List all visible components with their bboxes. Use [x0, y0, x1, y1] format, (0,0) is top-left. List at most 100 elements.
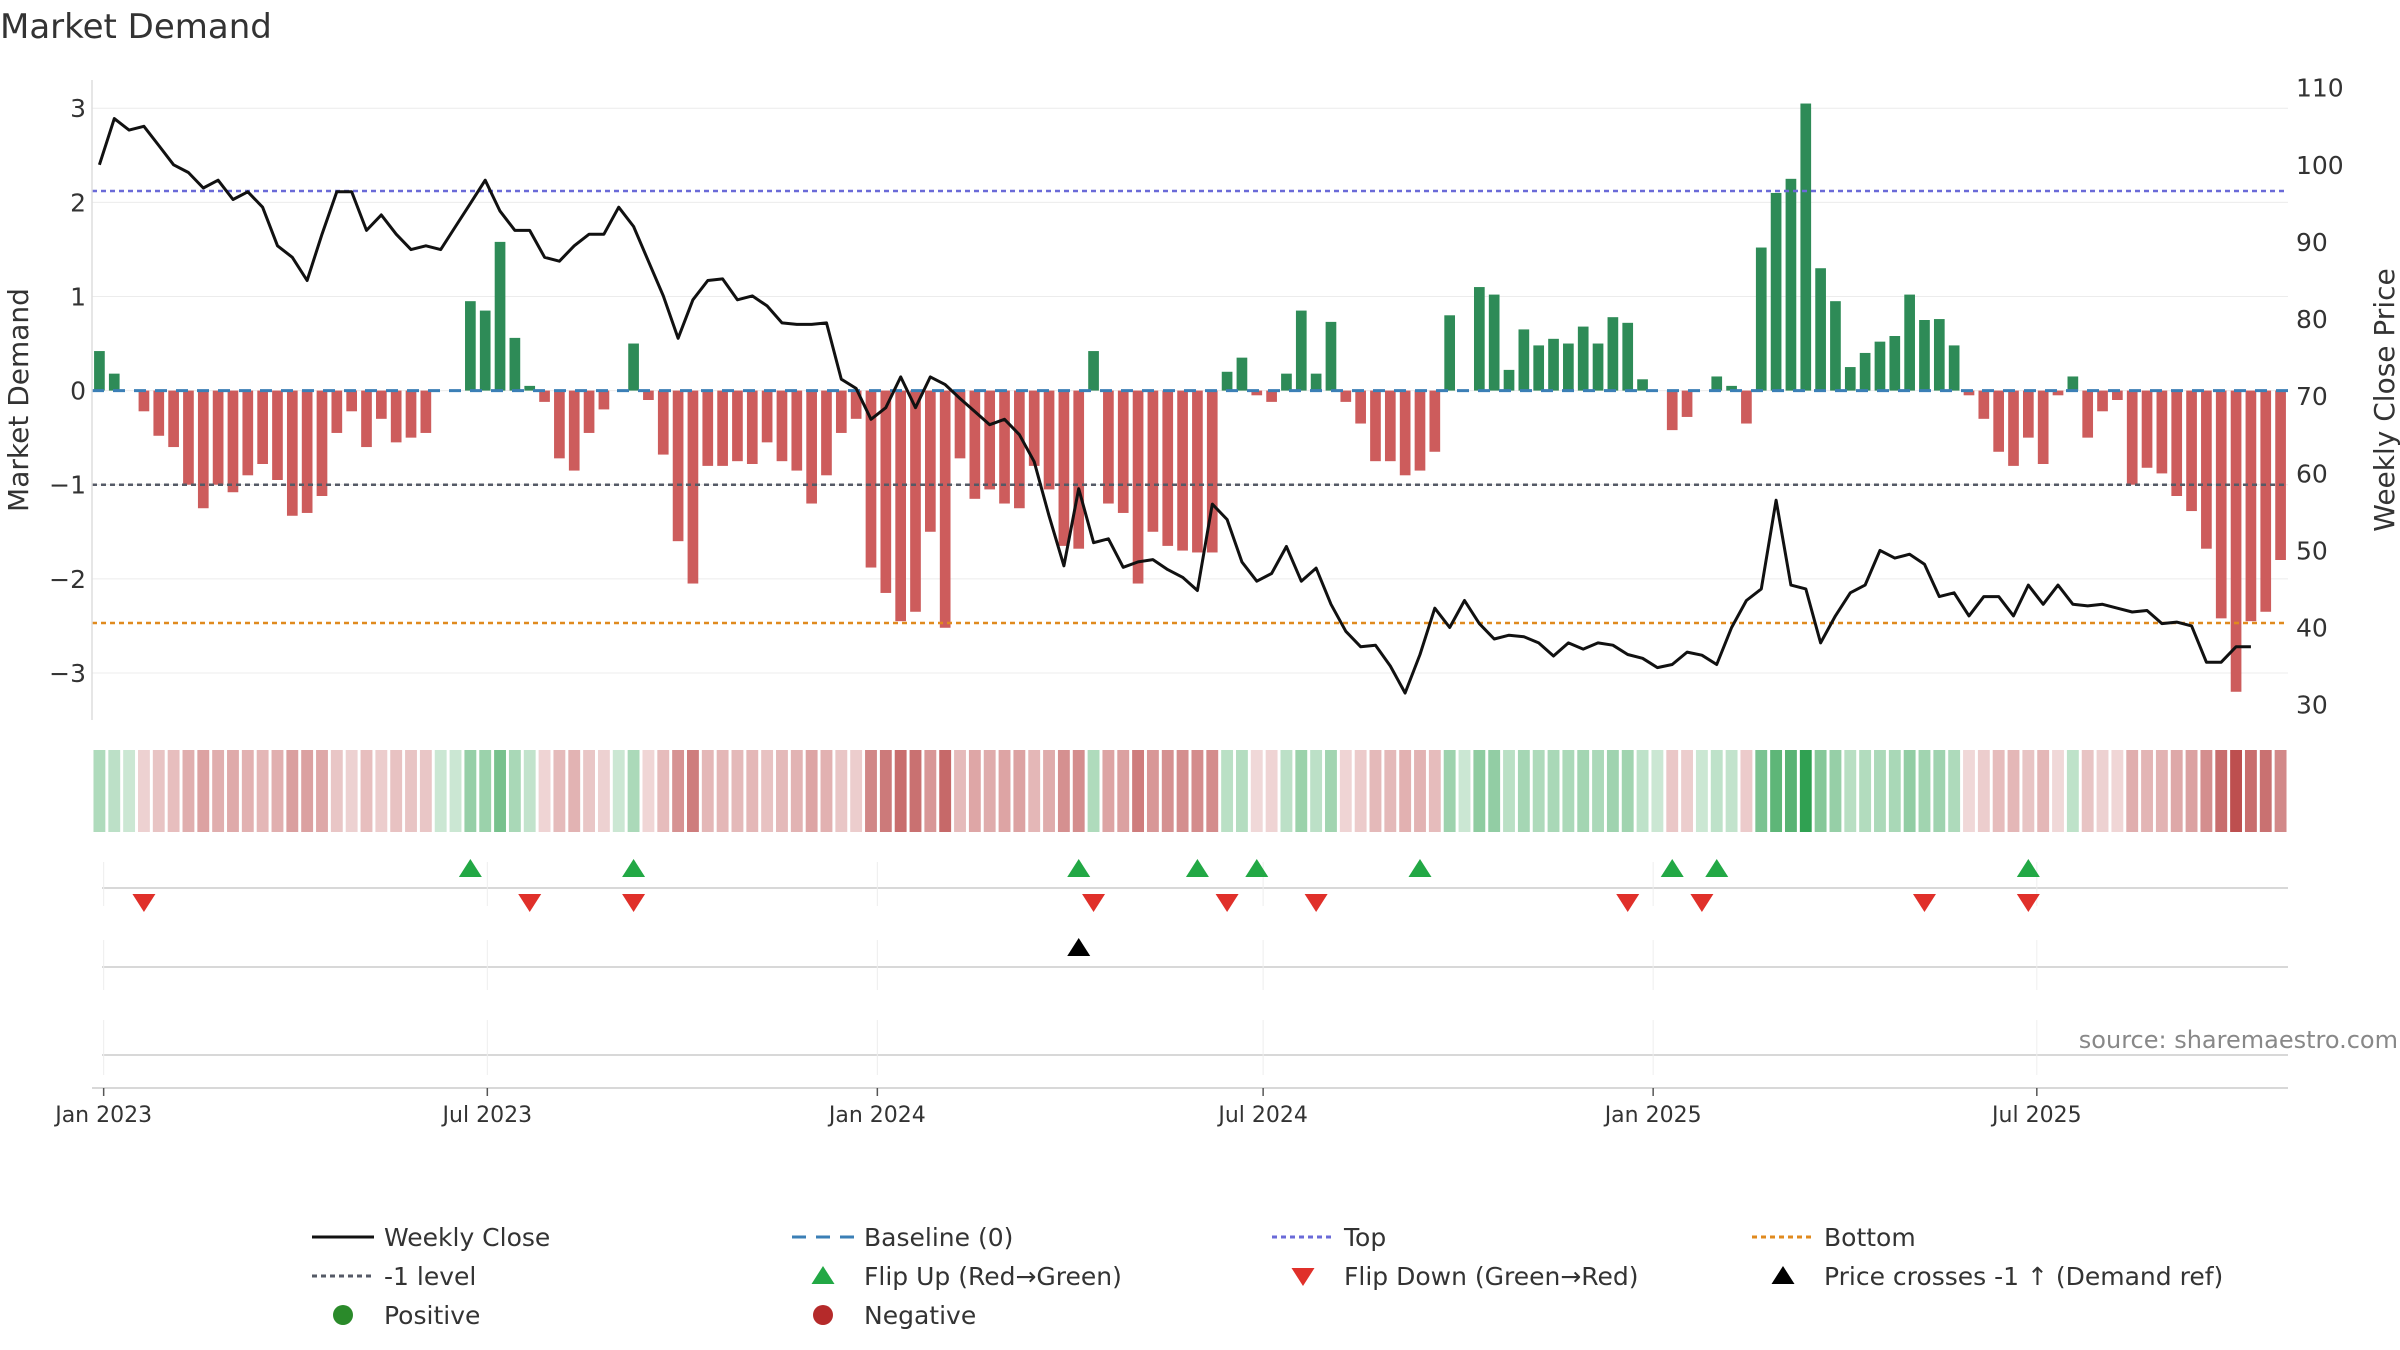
positive-demand-bar	[509, 337, 521, 391]
heat-cell	[1235, 750, 1248, 832]
legend-triangle-up-swatch	[811, 1266, 835, 1284]
flip-up-marker	[1245, 859, 1269, 877]
heat-cell	[1636, 750, 1649, 832]
negative-demand-bar	[568, 390, 580, 471]
heat-cell	[1414, 750, 1426, 832]
positive-demand-bar	[1622, 322, 1634, 391]
legend-item: -1 level	[312, 1262, 476, 1291]
negative-demand-bar	[286, 390, 298, 516]
x-tick-label: Jan 2024	[827, 1103, 926, 1128]
heat-cell	[627, 750, 640, 832]
heat-cell	[954, 750, 966, 832]
flip-up-marker	[2016, 859, 2040, 877]
heat-cell	[746, 750, 759, 832]
negative-demand-bar	[2260, 390, 2272, 612]
heat-cell	[968, 750, 981, 832]
negative-demand-bar	[1103, 390, 1114, 504]
heat-cell	[1666, 750, 1679, 832]
heat-cell	[1146, 750, 1159, 832]
heat-cell	[1013, 750, 1026, 832]
negative-demand-bar	[732, 390, 743, 462]
heat-cell	[2081, 750, 2094, 832]
y2-tick-label: 60	[2296, 459, 2328, 488]
flip-down-marker	[1082, 894, 1106, 912]
flip-down-marker	[518, 894, 542, 912]
heat-cell	[360, 750, 373, 832]
positive-demand-bar	[1755, 247, 1767, 391]
heat-cell	[1117, 750, 1130, 832]
heat-cell	[1888, 750, 1901, 832]
heat-cell	[256, 750, 269, 832]
positive-demand-bar	[1637, 379, 1648, 391]
positive-demand-bar	[1088, 351, 1099, 391]
negative-demand-bar	[301, 390, 313, 513]
positive-demand-bar	[94, 351, 105, 391]
heat-cell	[227, 750, 239, 832]
negative-demand-bar	[257, 390, 268, 464]
legend: Weekly Close Baseline (0) Top Bottom -1 leve…	[312, 1223, 2223, 1330]
negative-demand-bar	[1073, 390, 1085, 549]
heat-cell	[93, 750, 106, 832]
negative-demand-bar	[746, 390, 758, 464]
negative-demand-bar	[316, 390, 328, 496]
positive-demand-bar	[1325, 321, 1337, 391]
heat-cell	[1963, 750, 1975, 832]
y2-tick-label: 40	[2296, 613, 2328, 642]
signal-panels	[102, 859, 2288, 1075]
y-tick-label: 0	[70, 377, 86, 406]
heat-cell	[2244, 750, 2257, 832]
negative-demand-bar	[1681, 390, 1693, 417]
heat-cell	[1829, 750, 1842, 832]
negative-demand-bar	[1370, 390, 1381, 462]
heat-cell	[865, 750, 877, 832]
negative-demand-bar	[2037, 390, 2049, 464]
heat-cell	[405, 750, 417, 832]
negative-demand-bar	[2082, 390, 2094, 438]
heat-cell	[1695, 750, 1708, 832]
flip-down-marker	[1912, 894, 1936, 912]
heat-cell	[449, 750, 462, 832]
positive-demand-bar	[1548, 338, 1559, 391]
heat-cell	[1799, 750, 1812, 832]
negative-demand-bar	[375, 390, 387, 419]
y2-tick-label: 80	[2296, 305, 2328, 334]
heat-cell	[583, 750, 596, 832]
legend-item: Weekly Close	[312, 1223, 550, 1252]
heat-cell	[553, 750, 566, 832]
heat-cell	[1621, 750, 1634, 832]
heat-cell	[1132, 750, 1145, 832]
heat-cell	[701, 750, 714, 832]
y2-axis-label: Weekly Close Price	[2368, 268, 2400, 531]
heat-cell	[1087, 750, 1100, 832]
negative-demand-bar	[969, 390, 981, 499]
heat-cell	[1265, 750, 1278, 832]
legend-item: Positive	[333, 1301, 480, 1330]
heat-cell	[212, 750, 225, 832]
heat-cell	[1176, 750, 1189, 832]
flip-up-marker	[458, 859, 482, 877]
negative-demand-bar	[717, 390, 728, 466]
legend-label: Top	[1343, 1223, 1386, 1252]
heat-cell	[1725, 750, 1738, 832]
positive-demand-bar	[1785, 178, 1797, 391]
negative-demand-bar	[910, 390, 921, 612]
negative-demand-bar	[539, 390, 550, 402]
negative-demand-bar	[2275, 390, 2286, 560]
flip-up-marker	[1660, 859, 1684, 877]
heat-cell	[731, 750, 744, 832]
y-tick-label: 1	[70, 282, 86, 311]
heat-cell	[434, 750, 447, 832]
positive-demand-bar	[1815, 268, 1826, 391]
y2-tick-label: 100	[2296, 151, 2344, 180]
axes-layer: 3 2 1 0 −1 −2 −3 110 100 90 80 70 60 50 40 30	[49, 74, 2344, 720]
legend-item: Negative	[813, 1301, 976, 1330]
legend-label: Price crosses -1 ↑ (Demand ref)	[1824, 1262, 2223, 1291]
heat-cell	[2022, 750, 2035, 832]
heat-cell	[998, 750, 1011, 832]
negative-demand-bar	[2156, 390, 2168, 474]
flip-up-marker	[1067, 859, 1091, 877]
heat-cell	[2170, 750, 2183, 832]
heat-cell	[1874, 750, 1886, 832]
heat-cell	[167, 750, 180, 832]
